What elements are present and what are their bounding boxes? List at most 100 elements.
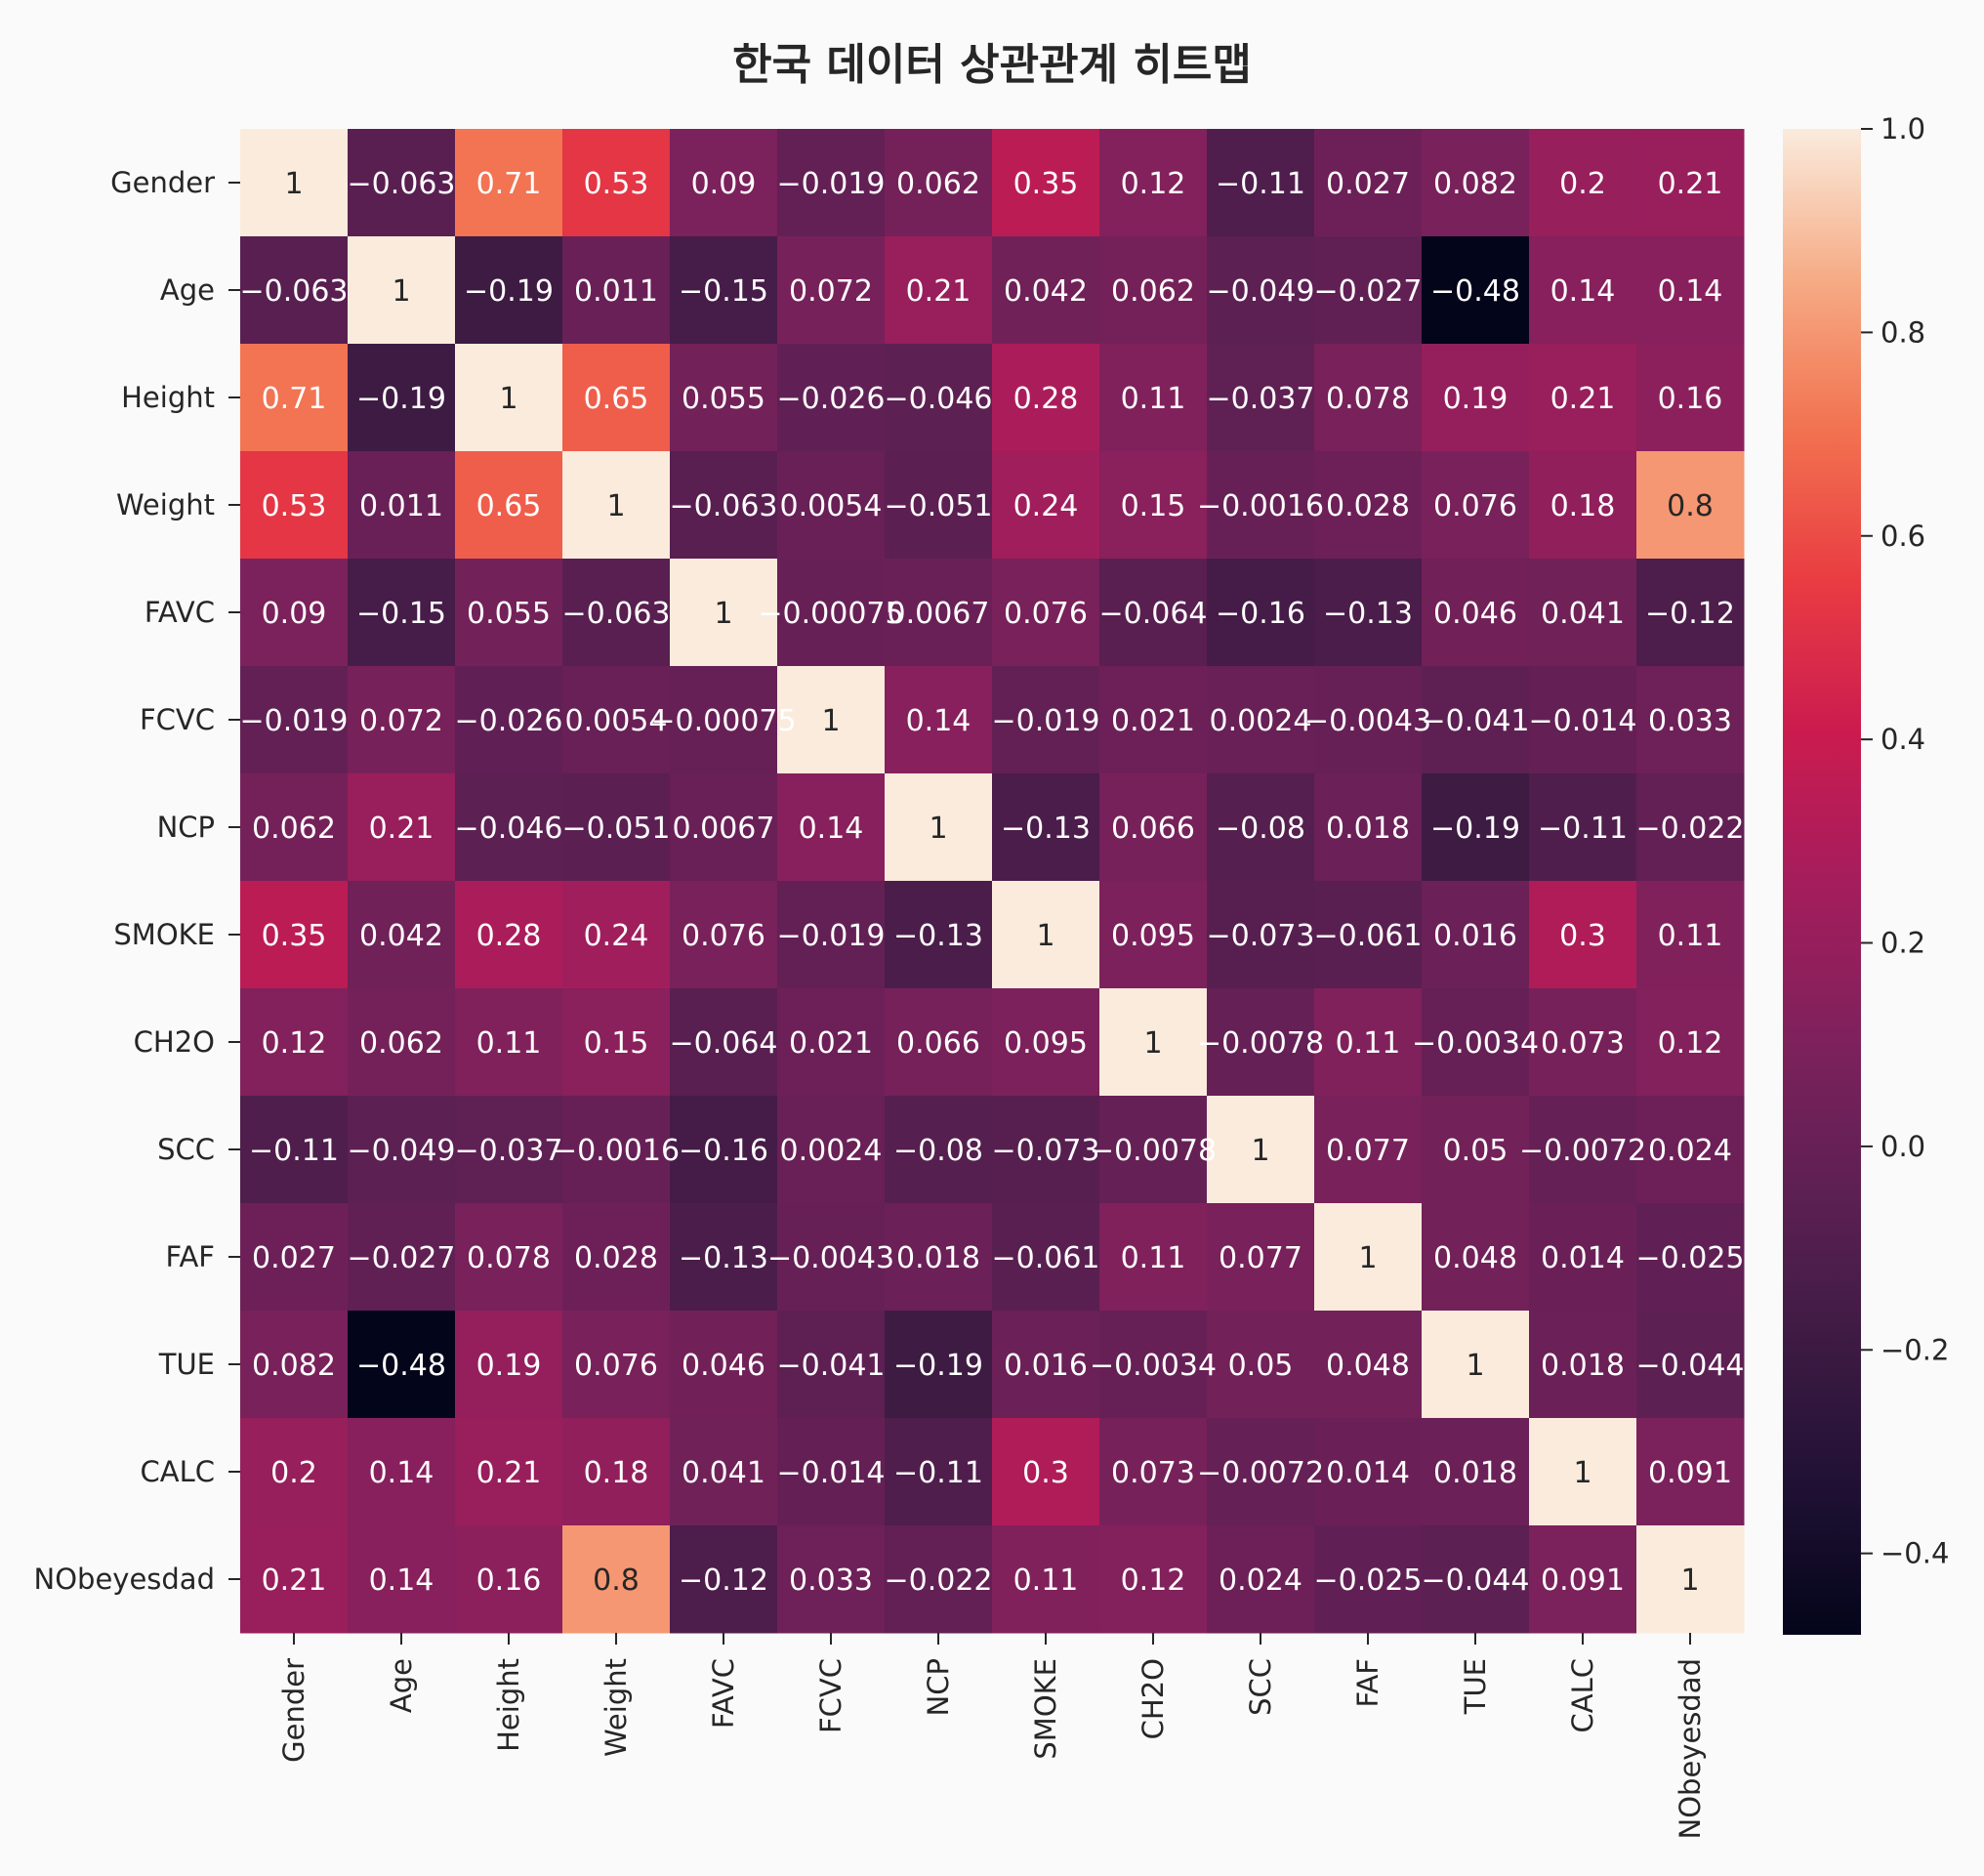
cell-value-label: 0.055 — [467, 597, 551, 631]
heatmap-cell — [777, 881, 886, 989]
row-label: NCP — [157, 811, 215, 844]
heatmap-cell — [1422, 451, 1530, 560]
heatmap-cell — [240, 1311, 349, 1419]
cell-value-label: 0.046 — [682, 1349, 765, 1383]
cell-value-label: 0.28 — [476, 919, 542, 953]
heatmap-cell — [1529, 666, 1637, 774]
heatmap-cell — [1207, 666, 1315, 774]
heatmap-cell — [885, 1418, 993, 1526]
heatmap-cell — [1207, 1418, 1315, 1526]
heatmap-cell — [1207, 1096, 1315, 1204]
cell-value-label: −0.049 — [1206, 274, 1314, 309]
heatmap-cell — [1636, 1418, 1745, 1526]
heatmap-cell — [240, 1203, 349, 1312]
cell-value-label: −0.13 — [1323, 597, 1413, 631]
colorbar-tick-label: 0.2 — [1881, 927, 1925, 960]
heatmap-cell — [1529, 773, 1637, 882]
heatmap-cell — [1422, 559, 1530, 667]
column-label: FAVC — [707, 1658, 740, 1729]
heatmap-cell — [348, 881, 456, 989]
heatmap-cell — [885, 1311, 993, 1419]
cell-value-label: 0.028 — [1326, 489, 1410, 523]
heatmap-cell — [1099, 1203, 1208, 1312]
heatmap-cell — [1422, 1525, 1530, 1634]
heatmap-cell — [1529, 1311, 1637, 1419]
cell-value-label: −0.046 — [884, 382, 992, 416]
cell-value-label: −0.13 — [679, 1241, 768, 1275]
cell-value-label: −0.11 — [1216, 167, 1305, 201]
cell-value-label: −0.00075 — [650, 704, 796, 738]
heatmap-cell — [1636, 666, 1745, 774]
cell-value-label: −0.0078 — [1090, 1134, 1217, 1168]
heatmap-cell — [348, 1525, 456, 1634]
heatmap-cell — [455, 773, 563, 882]
cell-value-label: 0.076 — [574, 1349, 658, 1383]
cell-value-label: 0.048 — [1326, 1349, 1410, 1383]
cell-value-label: 0.05 — [1443, 1134, 1509, 1168]
cell-value-label: 0.14 — [1550, 274, 1616, 309]
cell-value-label: −0.014 — [776, 1456, 885, 1490]
cell-value-label: 0.14 — [1658, 274, 1723, 309]
cell-value-label: 0.066 — [1111, 812, 1195, 846]
cell-value-label: 0.21 — [1550, 382, 1616, 416]
heatmap-cell — [348, 451, 456, 560]
cell-value-label: 1 — [499, 382, 517, 416]
cell-value-label: 0.05 — [1228, 1349, 1294, 1383]
heatmap-cell — [1099, 236, 1208, 345]
cell-value-label: 0.16 — [1658, 382, 1723, 416]
heatmap-cell — [1529, 236, 1637, 345]
cell-value-label: 0.055 — [682, 382, 765, 416]
cell-value-label: 0.21 — [1658, 167, 1723, 201]
heatmap-cell — [562, 1525, 671, 1634]
heatmap-cell — [777, 1203, 886, 1312]
cell-value-label: −0.19 — [464, 274, 554, 309]
heatmap-cell — [992, 129, 1100, 237]
heatmap-cell — [1422, 988, 1530, 1097]
heatmap-cell — [562, 773, 671, 882]
row-label: Gender — [110, 166, 215, 199]
chart-title: 한국 데이터 상관관계 히트맵 — [732, 40, 1252, 90]
heatmap-cell — [670, 988, 778, 1097]
heatmap-cell — [455, 451, 563, 560]
cell-value-label: −0.051 — [561, 812, 670, 846]
heatmap-cell — [1314, 129, 1423, 237]
heatmap-cell — [670, 559, 778, 667]
heatmap-cell — [240, 1096, 349, 1204]
cell-value-label: 0.15 — [584, 1026, 649, 1061]
heatmap-cell — [670, 773, 778, 882]
cell-value-label: 0.072 — [359, 704, 443, 738]
row-label: SCC — [157, 1133, 215, 1166]
cell-value-label: 0.18 — [584, 1456, 649, 1490]
row-label: FAVC — [145, 596, 215, 629]
cell-value-label: 0.082 — [1433, 167, 1517, 201]
column-label: SCC — [1244, 1658, 1277, 1716]
cell-value-label: 0.033 — [789, 1563, 873, 1598]
cell-value-label: 1 — [606, 489, 625, 523]
colorbar-tick-label: −0.2 — [1881, 1333, 1949, 1366]
heatmap-cell — [992, 1418, 1100, 1526]
heatmap-cell — [1207, 559, 1315, 667]
heatmap-cell — [670, 236, 778, 345]
heatmap-cell — [455, 881, 563, 989]
heatmap-cell — [885, 236, 993, 345]
heatmap-cells — [240, 129, 1745, 1634]
cell-value-label: 0.016 — [1004, 1349, 1088, 1383]
heatmap-cell — [885, 1525, 993, 1634]
row-label: TUE — [158, 1348, 215, 1381]
heatmap-cell — [562, 1418, 671, 1526]
heatmap-cell — [455, 1096, 563, 1204]
heatmap-cell — [1207, 129, 1315, 237]
heatmap-cell — [455, 559, 563, 667]
heatmap-cell — [455, 988, 563, 1097]
cell-value-label: 0.24 — [584, 919, 649, 953]
heatmap-cell — [240, 988, 349, 1097]
heatmap-cell — [348, 1203, 456, 1312]
cell-value-label: 0.2 — [1559, 167, 1606, 201]
cell-value-label: 0.077 — [1219, 1241, 1302, 1275]
column-label: TUE — [1459, 1658, 1492, 1715]
heatmap-cell — [992, 881, 1100, 989]
heatmap-cell — [992, 1096, 1100, 1204]
heatmap-cell — [885, 666, 993, 774]
heatmap-cell — [562, 1096, 671, 1204]
heatmap-cell — [1422, 236, 1530, 345]
